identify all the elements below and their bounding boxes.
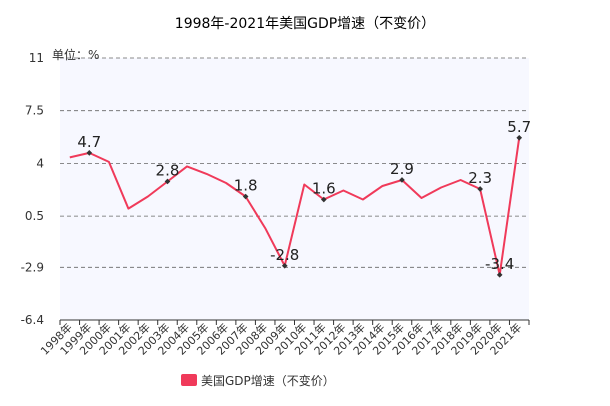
- y-tick-label: 4: [36, 156, 44, 170]
- legend[interactable]: 美国GDP增速（不变价）: [181, 373, 335, 388]
- data-point: [281, 262, 288, 269]
- y-tick-label: -2.9: [21, 260, 44, 274]
- data-label: -2.8: [270, 246, 299, 264]
- legend-swatch: [181, 374, 197, 386]
- data-label: -3.4: [485, 255, 514, 273]
- y-tick-label: 7.5: [25, 104, 44, 118]
- data-label: 1.8: [234, 177, 258, 195]
- data-point: [496, 271, 503, 278]
- data-label: 2.9: [390, 160, 414, 178]
- plot-area: [60, 58, 529, 320]
- x-axis: 1998年1999年2000年2001年2002年2003年2004年2005年…: [37, 320, 530, 358]
- data-markers: [86, 134, 523, 278]
- unit-label: 单位：%: [52, 47, 99, 62]
- series-line: [69, 137, 521, 276]
- y-tick-label: 11: [29, 51, 44, 65]
- data-labels: 4.7 2.8 1.8 -2.8 1.6 2.9 2.3 -3.4 5.7: [77, 118, 531, 273]
- data-point: [242, 193, 249, 200]
- data-point: [320, 196, 327, 203]
- data-point: [477, 186, 483, 192]
- data-point: [516, 134, 523, 141]
- chart-title: 1998年-2021年美国GDP增速（不变价）: [175, 16, 435, 32]
- data-label: 2.8: [156, 161, 180, 179]
- y-tick-label: -6.4: [21, 313, 44, 327]
- data-point: [86, 150, 93, 156]
- y-axis: 11 7.5 4 0.5 -2.9 -6.4: [21, 51, 44, 327]
- data-label: 2.3: [468, 169, 492, 187]
- data-label: 5.7: [507, 118, 531, 136]
- data-point: [164, 178, 171, 185]
- data-label: 4.7: [77, 133, 101, 151]
- data-point: [399, 177, 405, 183]
- y-tick-label: 0.5: [25, 209, 44, 223]
- legend-label: 美国GDP增速（不变价）: [201, 373, 335, 388]
- grid: [60, 57, 529, 268]
- data-label: 1.6: [312, 180, 336, 198]
